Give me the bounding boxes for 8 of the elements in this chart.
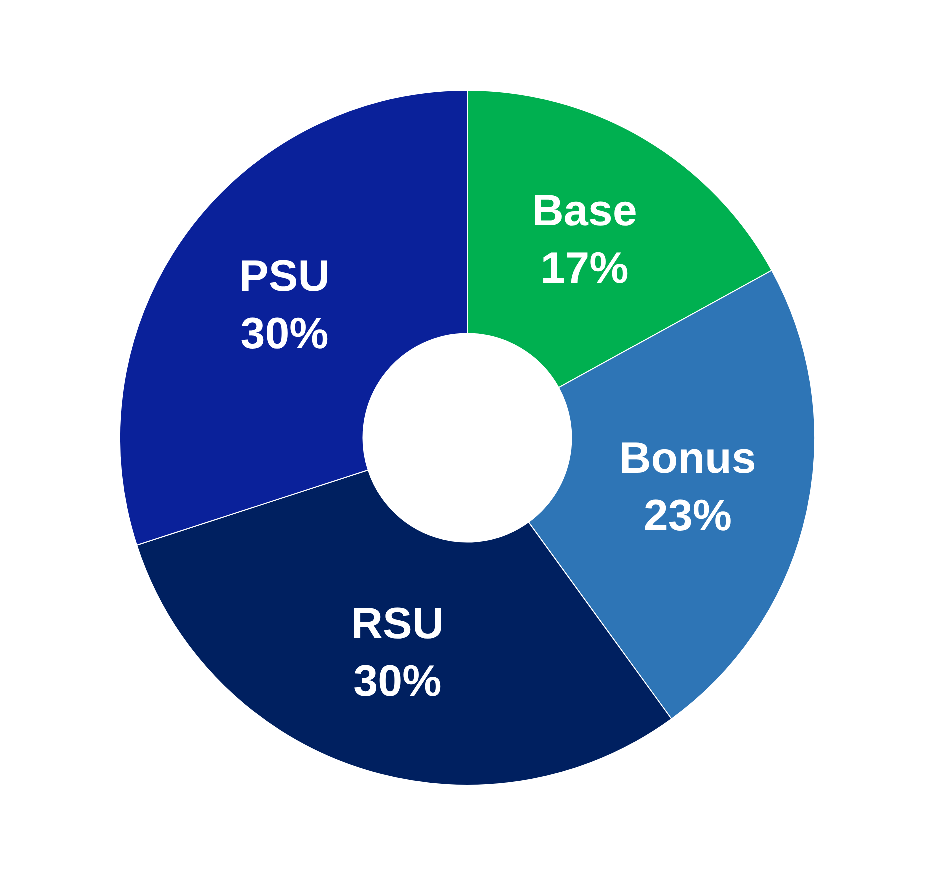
slice-label: Base (532, 186, 638, 236)
data-label: 23% (644, 491, 732, 540)
slice-label: PSU (240, 252, 330, 302)
data-label: 30% (240, 309, 329, 358)
data-label: 17% (540, 244, 629, 293)
slice-label: RSU (351, 600, 444, 649)
slice-label: Bonus (619, 434, 756, 484)
data-label: 30% (354, 656, 442, 706)
